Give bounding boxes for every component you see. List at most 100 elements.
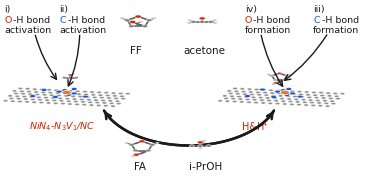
Circle shape — [237, 95, 242, 98]
Circle shape — [37, 99, 42, 101]
Circle shape — [244, 96, 249, 98]
Text: -H bond: -H bond — [253, 16, 291, 25]
Circle shape — [318, 105, 323, 107]
Circle shape — [25, 88, 30, 90]
Circle shape — [14, 92, 19, 95]
Text: -H bond: -H bond — [322, 16, 359, 25]
Circle shape — [238, 98, 243, 100]
Circle shape — [18, 87, 23, 90]
Circle shape — [289, 74, 292, 75]
Circle shape — [311, 104, 316, 107]
Circle shape — [81, 101, 85, 103]
Circle shape — [125, 93, 130, 95]
Circle shape — [62, 92, 67, 95]
Circle shape — [322, 100, 327, 102]
Circle shape — [111, 92, 116, 94]
Circle shape — [265, 97, 270, 99]
Circle shape — [65, 93, 71, 96]
Circle shape — [71, 95, 76, 97]
Circle shape — [331, 103, 336, 105]
Circle shape — [295, 101, 300, 103]
Circle shape — [19, 90, 24, 92]
Circle shape — [41, 91, 46, 93]
Circle shape — [280, 89, 286, 92]
Circle shape — [30, 95, 36, 98]
Circle shape — [25, 101, 29, 103]
Circle shape — [286, 88, 292, 90]
Circle shape — [62, 89, 68, 92]
Circle shape — [146, 149, 151, 152]
Circle shape — [340, 93, 345, 95]
Circle shape — [36, 96, 41, 98]
Circle shape — [229, 95, 234, 97]
Circle shape — [155, 142, 160, 144]
Circle shape — [247, 88, 252, 90]
Circle shape — [191, 21, 197, 23]
Circle shape — [256, 91, 260, 93]
Circle shape — [75, 90, 80, 92]
Circle shape — [313, 94, 318, 96]
Circle shape — [46, 89, 51, 91]
Circle shape — [254, 101, 259, 104]
Circle shape — [15, 95, 20, 97]
Circle shape — [276, 89, 280, 92]
Circle shape — [79, 98, 84, 101]
Circle shape — [273, 97, 277, 100]
Text: NiN$_4$-N$_3$V$_1$/NC: NiN$_4$-N$_3$V$_1$/NC — [29, 121, 96, 133]
Circle shape — [77, 93, 82, 95]
Circle shape — [118, 92, 123, 95]
Circle shape — [310, 101, 314, 104]
Circle shape — [245, 98, 250, 101]
Circle shape — [87, 99, 91, 101]
Circle shape — [297, 90, 302, 93]
Circle shape — [103, 105, 108, 107]
Circle shape — [42, 94, 47, 96]
Circle shape — [304, 104, 308, 106]
Circle shape — [82, 90, 87, 93]
Circle shape — [64, 95, 68, 97]
Circle shape — [290, 92, 296, 95]
Circle shape — [146, 19, 152, 22]
Text: FF: FF — [130, 46, 142, 56]
Circle shape — [317, 102, 322, 104]
Circle shape — [28, 93, 33, 95]
Circle shape — [60, 103, 65, 105]
Circle shape — [271, 83, 274, 85]
Circle shape — [333, 92, 338, 95]
Circle shape — [280, 90, 290, 95]
Circle shape — [102, 102, 107, 104]
Circle shape — [314, 96, 319, 99]
Circle shape — [213, 22, 217, 24]
Circle shape — [32, 101, 37, 103]
Circle shape — [119, 95, 124, 97]
Circle shape — [133, 149, 138, 152]
Circle shape — [8, 95, 12, 97]
Circle shape — [280, 98, 285, 100]
Text: ii): ii) — [59, 5, 68, 14]
Circle shape — [33, 88, 37, 90]
Circle shape — [56, 90, 62, 93]
Circle shape — [74, 77, 79, 78]
Circle shape — [101, 99, 105, 102]
Circle shape — [328, 97, 333, 100]
Circle shape — [49, 94, 54, 96]
Text: i-PrOH: i-PrOH — [189, 162, 223, 172]
Circle shape — [108, 100, 113, 102]
Circle shape — [112, 95, 117, 97]
Circle shape — [302, 101, 307, 103]
Circle shape — [213, 19, 217, 21]
Circle shape — [248, 91, 253, 93]
Circle shape — [21, 93, 26, 95]
Circle shape — [239, 101, 244, 103]
Circle shape — [315, 99, 320, 102]
Circle shape — [270, 75, 274, 77]
Circle shape — [71, 92, 77, 95]
Circle shape — [261, 102, 266, 104]
Circle shape — [115, 100, 120, 102]
Circle shape — [92, 96, 97, 98]
Circle shape — [281, 100, 286, 102]
Circle shape — [68, 74, 73, 76]
Circle shape — [261, 89, 266, 91]
Circle shape — [270, 92, 275, 94]
Circle shape — [29, 96, 34, 98]
